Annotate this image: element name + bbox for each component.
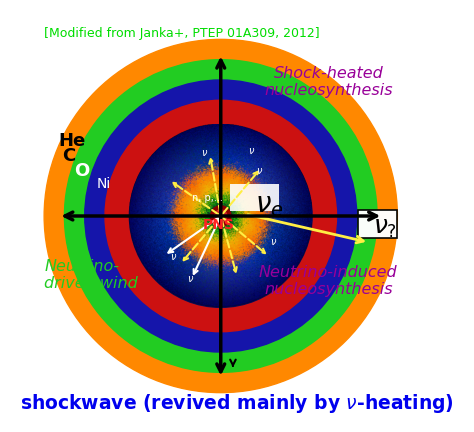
Text: He: He <box>58 132 86 150</box>
FancyBboxPatch shape <box>230 184 279 211</box>
Text: O: O <box>74 162 90 180</box>
Text: $\nu_e$: $\nu_e$ <box>255 192 284 219</box>
Circle shape <box>44 39 397 393</box>
Text: Shock-heated
nucleosynthesis: Shock-heated nucleosynthesis <box>264 66 392 98</box>
Text: Ni: Ni <box>97 177 111 191</box>
Text: $\nu$: $\nu$ <box>171 251 178 262</box>
Text: $\nu$: $\nu$ <box>187 274 194 284</box>
FancyBboxPatch shape <box>357 210 397 238</box>
Text: PNS: PNS <box>203 218 235 232</box>
Circle shape <box>129 125 312 307</box>
Text: n, p,...: n, p,... <box>192 193 223 203</box>
Circle shape <box>64 60 377 372</box>
Text: $\nu$: $\nu$ <box>256 166 263 176</box>
Circle shape <box>215 210 227 222</box>
Circle shape <box>105 100 337 332</box>
Text: $\nu$: $\nu$ <box>201 148 208 158</box>
Text: shockwave (revived mainly by $\nu$-heating): shockwave (revived mainly by $\nu$-heati… <box>20 392 454 415</box>
Text: $\nu$: $\nu$ <box>247 146 255 156</box>
Text: [Modified from Janka+, PTEP 01A309, 2012]: [Modified from Janka+, PTEP 01A309, 2012… <box>44 27 320 40</box>
Circle shape <box>210 206 231 226</box>
Text: C: C <box>63 147 76 165</box>
Text: $\nu_?$: $\nu_?$ <box>373 217 397 241</box>
Circle shape <box>85 80 357 352</box>
Text: Neutrino-
driven wind: Neutrino- driven wind <box>44 259 138 291</box>
Text: $\nu$: $\nu$ <box>270 238 277 248</box>
Text: Neutrino-induced
nucleosynthesis: Neutrino-induced nucleosynthesis <box>259 265 398 297</box>
